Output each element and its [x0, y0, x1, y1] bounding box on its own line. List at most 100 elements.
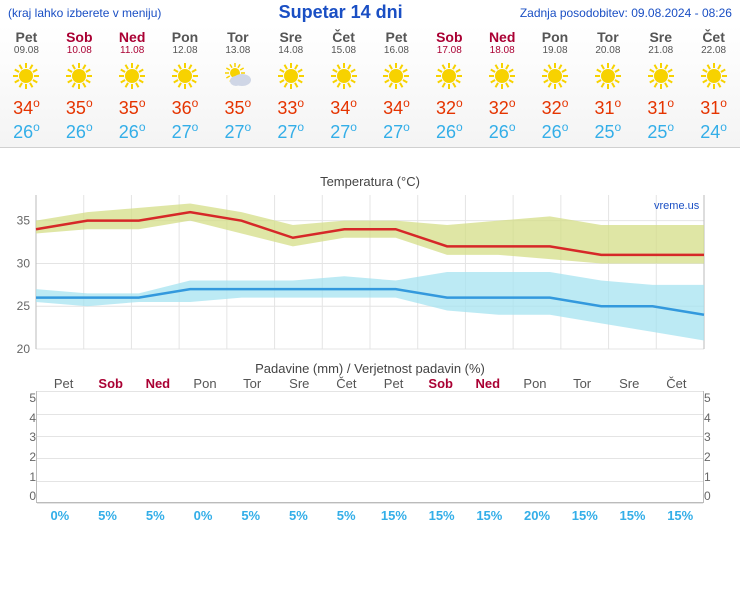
y-tick: 5: [704, 391, 734, 405]
precip-percent: 5%: [227, 508, 275, 523]
sun-icon: [423, 62, 476, 90]
day-col: Pon 12.08 36o 27o: [159, 29, 212, 143]
temp-low: 25o: [581, 120, 634, 144]
precip-chart: 543210 543210 0%5%5%0%5%5%5%15%15%15%20%…: [0, 391, 740, 521]
temp-low: 24o: [687, 120, 740, 144]
precip-percent: 0%: [36, 508, 84, 523]
precip-percent: 15%: [370, 508, 418, 523]
day-col: Tor 13.08 35o 27o: [211, 29, 264, 143]
svg-text:25: 25: [17, 299, 31, 313]
day-date: 10.08: [53, 45, 106, 56]
temp-high: 36o: [159, 96, 212, 120]
day-name: Sob: [423, 29, 476, 45]
day-date: 22.08: [687, 45, 740, 56]
precip-percent: 15%: [561, 508, 609, 523]
precip-grid: [36, 391, 704, 503]
sun-icon: [0, 62, 53, 90]
day-date: 18.08: [476, 45, 529, 56]
precip-day-label: Sre: [276, 376, 323, 391]
precip-day-label: Sob: [87, 376, 134, 391]
temp-high: 35o: [53, 96, 106, 120]
page-title: Supetar 14 dni: [279, 2, 403, 23]
sun-icon: [476, 62, 529, 90]
y-tick: 0: [6, 489, 36, 503]
temp-low: 27o: [211, 120, 264, 144]
y-tick: 4: [704, 411, 734, 425]
day-name: Tor: [581, 29, 634, 45]
temp-low: 26o: [476, 120, 529, 144]
precip-day-label: Čet: [323, 376, 370, 391]
forecast-row: Pet 09.08 34o 26o Sob 10.08 35o 26o Ned …: [0, 25, 740, 148]
precip-day-label: Pon: [511, 376, 558, 391]
day-col: Čet 15.08 34o 27o: [317, 29, 370, 143]
temp-low: 26o: [106, 120, 159, 144]
precip-percent: 5%: [84, 508, 132, 523]
day-col: Tor 20.08 31o 25o: [581, 29, 634, 143]
precip-percent: 20%: [513, 508, 561, 523]
precip-y-axis-left: 543210: [6, 391, 36, 503]
precip-day-label: Pon: [181, 376, 228, 391]
last-updated: Zadnja posodobitev: 09.08.2024 - 08:26: [520, 6, 732, 20]
watermark: vreme.us: [654, 200, 700, 212]
temp-low: 26o: [0, 120, 53, 144]
day-name: Ned: [106, 29, 159, 45]
temp-chart-title: Temperatura (°C): [0, 174, 740, 189]
temp-low: 27o: [264, 120, 317, 144]
day-col: Sob 17.08 32o 26o: [423, 29, 476, 143]
sun-icon: [53, 62, 106, 90]
precip-percent-row: 0%5%5%0%5%5%5%15%15%15%20%15%15%15%: [36, 508, 704, 523]
temp-high: 32o: [476, 96, 529, 120]
temp-high: 32o: [529, 96, 582, 120]
precip-day-label: Pet: [40, 376, 87, 391]
day-name: Pon: [529, 29, 582, 45]
day-date: 20.08: [581, 45, 634, 56]
temp-low: 26o: [529, 120, 582, 144]
day-name: Pet: [0, 29, 53, 45]
precip-day-label: Ned: [464, 376, 511, 391]
svg-text:30: 30: [17, 257, 31, 271]
day-date: 14.08: [264, 45, 317, 56]
temp-high: 34o: [317, 96, 370, 120]
day-date: 17.08: [423, 45, 476, 56]
day-col: Sre 14.08 33o 27o: [264, 29, 317, 143]
header: (kraj lahko izberete v meniju) Supetar 1…: [0, 0, 740, 25]
precip-day-label: Sre: [606, 376, 653, 391]
day-date: 21.08: [634, 45, 687, 56]
precip-y-axis-right: 543210: [704, 391, 734, 503]
temp-low: 27o: [159, 120, 212, 144]
y-tick: 2: [704, 450, 734, 464]
precip-percent: 5%: [322, 508, 370, 523]
temp-high: 35o: [211, 96, 264, 120]
precip-chart-title: Padavine (mm) / Verjetnost padavin (%): [0, 361, 740, 376]
sun-icon: [106, 62, 159, 90]
precip-percent: 5%: [275, 508, 323, 523]
day-name: Čet: [317, 29, 370, 45]
temp-low: 26o: [53, 120, 106, 144]
precip-day-label: Pet: [370, 376, 417, 391]
y-tick: 5: [6, 391, 36, 405]
day-col: Pon 19.08 32o 26o: [529, 29, 582, 143]
day-col: Pet 16.08 34o 27o: [370, 29, 423, 143]
day-col: Čet 22.08 31o 24o: [687, 29, 740, 143]
day-col: Pet 09.08 34o 26o: [0, 29, 53, 143]
suncloud-icon: [211, 62, 264, 90]
y-tick: 0: [704, 489, 734, 503]
y-tick: 3: [6, 430, 36, 444]
y-tick: 3: [704, 430, 734, 444]
day-name: Pet: [370, 29, 423, 45]
y-tick: 4: [6, 411, 36, 425]
temp-high: 34o: [370, 96, 423, 120]
temp-high: 31o: [687, 96, 740, 120]
precip-day-label: Tor: [559, 376, 606, 391]
temp-high: 34o: [0, 96, 53, 120]
day-name: Tor: [211, 29, 264, 45]
y-tick: 2: [6, 450, 36, 464]
temp-high: 32o: [423, 96, 476, 120]
day-date: 19.08: [529, 45, 582, 56]
sun-icon: [581, 62, 634, 90]
precip-day-labels: PetSobNedPonTorSreČetPetSobNedPonTorSreČ…: [0, 376, 740, 391]
temp-low: 26o: [423, 120, 476, 144]
sun-icon: [634, 62, 687, 90]
sun-icon: [370, 62, 423, 90]
svg-text:35: 35: [17, 214, 31, 228]
